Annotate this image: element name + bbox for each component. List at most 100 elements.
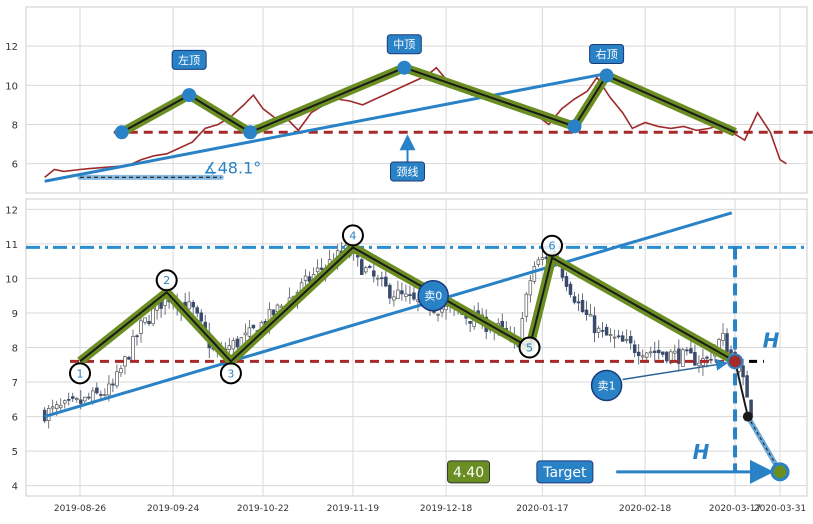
- bottom-trendline: [44, 211, 733, 419]
- candle-body: [745, 375, 749, 398]
- candle-body: [91, 390, 95, 402]
- candle-body: [372, 270, 376, 277]
- candle-body: [653, 350, 657, 353]
- candle-body: [315, 267, 320, 273]
- candle-body: [388, 284, 392, 299]
- pattern-point: [182, 88, 197, 103]
- breakdown-line: [734, 361, 749, 417]
- bottom-x-tick-label: 2019-10-22: [237, 504, 289, 514]
- candle-body: [568, 283, 573, 295]
- candle-body: [628, 336, 633, 344]
- candle-body: [376, 277, 380, 280]
- candle-body: [235, 338, 240, 348]
- target-label-box: [536, 460, 594, 484]
- left-top-label-box: [171, 49, 207, 70]
- bottom-y-tick-label: 7: [12, 378, 18, 389]
- pattern-point: [114, 125, 129, 140]
- sell1-label: 卖1: [598, 379, 616, 392]
- candle-body: [729, 349, 733, 354]
- bottom-y-tick-label: 11: [5, 240, 18, 251]
- bottom-grid: [26, 199, 807, 496]
- bottom-x-tick-label: 2020-01-17: [516, 504, 568, 514]
- candle-body: [697, 362, 701, 367]
- candle-body: [681, 349, 685, 367]
- candle-body: [319, 267, 324, 270]
- candle-body: [705, 356, 709, 359]
- candle-body: [191, 302, 195, 308]
- candle-body: [307, 276, 312, 283]
- candle-body: [187, 301, 191, 310]
- candle-body: [195, 307, 199, 314]
- pattern-point-circle: [541, 234, 564, 257]
- top-y-tick-label: 6: [12, 160, 18, 171]
- sell0-marker: [417, 279, 449, 312]
- candle-body: [592, 315, 597, 334]
- candle-body: [384, 276, 388, 287]
- price-line: [44, 66, 787, 178]
- candle-body: [303, 275, 308, 282]
- candle-body: [444, 306, 448, 311]
- candle-body: [199, 312, 203, 322]
- candle-body: [227, 345, 232, 350]
- candle-body: [540, 257, 545, 260]
- candle-body: [243, 332, 248, 336]
- candle-body: [95, 387, 99, 394]
- neckline-label: 颈线: [397, 164, 419, 178]
- candle-body: [685, 349, 689, 352]
- candle-body: [596, 327, 601, 333]
- candle-body: [404, 293, 408, 297]
- candle-body: [632, 344, 637, 353]
- pattern-point-number: 2: [163, 274, 170, 287]
- candle-body: [440, 308, 444, 313]
- candle-body: [725, 333, 729, 353]
- pattern-point-number: 1: [77, 367, 84, 380]
- candle-body: [87, 396, 91, 399]
- mid-point: [742, 411, 753, 422]
- candle-body: [524, 293, 529, 317]
- candle-body: [500, 320, 504, 328]
- bottom-x-tick-label: 2019-12-18: [420, 504, 473, 514]
- candle-body: [661, 351, 665, 355]
- candle-body: [564, 276, 569, 287]
- candle-body: [71, 396, 75, 399]
- candle-body: [468, 320, 472, 324]
- candle-body: [412, 292, 416, 300]
- candle-body: [560, 268, 565, 278]
- candle-body: [709, 358, 713, 361]
- candle-body: [103, 394, 107, 397]
- candle-body: [608, 334, 613, 336]
- candle-body: [640, 355, 645, 358]
- bottom-y-tick-label: 10: [5, 274, 18, 285]
- right-top-label: 右顶: [596, 47, 618, 61]
- candle-body: [396, 289, 400, 300]
- bottom-x-ticks: 2019-08-26 2019-09-24 2019-10-22 2019-11-19…: [54, 504, 806, 514]
- left-top-label: 左顶: [178, 54, 200, 67]
- candle-body: [127, 357, 131, 360]
- top-y-tick-label: 8: [12, 120, 18, 131]
- pattern-point-circle: [518, 336, 541, 359]
- candle-body: [636, 351, 641, 357]
- candle-body: [147, 320, 151, 325]
- h-label-upper: H: [763, 328, 780, 352]
- candle-body: [600, 330, 605, 332]
- middle-top-label: 中顶: [393, 38, 415, 51]
- target-label: Target: [542, 465, 587, 481]
- target-point: [770, 462, 790, 482]
- candle-body: [649, 351, 653, 354]
- candle-body: [528, 280, 533, 296]
- candle-body: [115, 371, 119, 387]
- candle-body: [247, 327, 252, 337]
- candle-body: [62, 400, 67, 404]
- candle-body: [50, 406, 55, 409]
- breakdown-point: [727, 353, 744, 370]
- pattern-point-number: 3: [227, 367, 234, 380]
- candle-body: [79, 399, 83, 404]
- top-y-tick-label: 10: [5, 81, 18, 92]
- bottom-y-tick-label: 5: [12, 447, 18, 458]
- candle-body: [368, 265, 372, 268]
